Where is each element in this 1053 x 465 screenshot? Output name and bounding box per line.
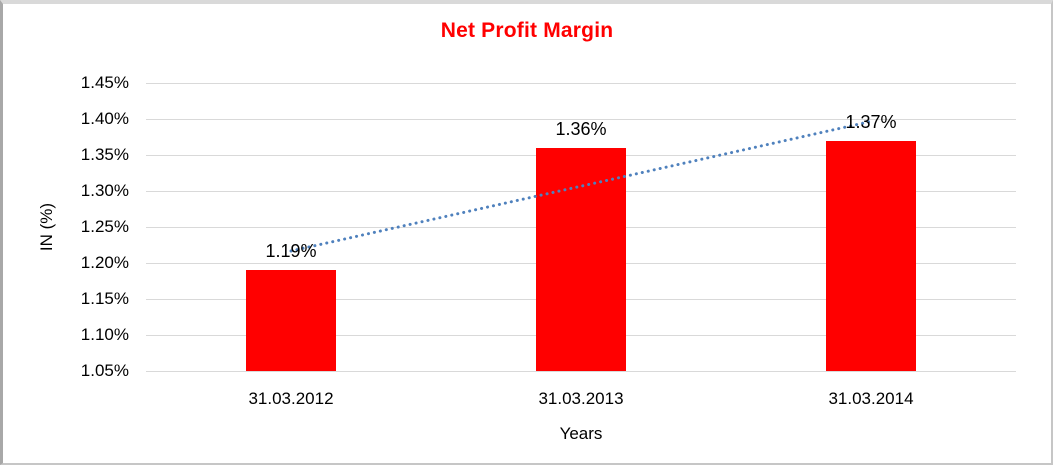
- y-tick-label: 1.40%: [80, 109, 129, 128]
- bar: [246, 270, 336, 371]
- x-tick-label: 31.03.2014: [828, 389, 914, 408]
- bar-value-label: 1.36%: [555, 118, 607, 139]
- bar: [826, 140, 916, 371]
- y-tick-label: 1.20%: [80, 253, 129, 272]
- bar-value-label: 1.19%: [265, 241, 317, 262]
- x-axis-title: Years: [559, 424, 603, 443]
- bar: [536, 147, 626, 371]
- x-tick-label: 31.03.2012: [248, 389, 334, 408]
- chart-title: Net Profit Margin: [440, 19, 614, 42]
- y-tick-label: 1.30%: [80, 181, 129, 200]
- bar-value-label: 1.37%: [845, 111, 897, 132]
- y-tick-label: 1.35%: [80, 145, 129, 164]
- y-tick-label: 1.15%: [80, 289, 129, 308]
- gridline: [146, 370, 1016, 372]
- y-tick-label: 1.05%: [80, 361, 129, 380]
- y-tick-label: 1.10%: [80, 325, 129, 344]
- y-tick-label: 1.45%: [80, 73, 129, 92]
- x-tick-label: 31.03.2013: [538, 389, 624, 408]
- gridline: [146, 118, 1016, 120]
- y-tick-label: 1.25%: [80, 217, 129, 236]
- plot-area: 1.45% 1.40% 1.35% 1.30% 1.25% 1.20% 1.15% 1.10%…: [3, 4, 1051, 463]
- gridline: [146, 82, 1016, 84]
